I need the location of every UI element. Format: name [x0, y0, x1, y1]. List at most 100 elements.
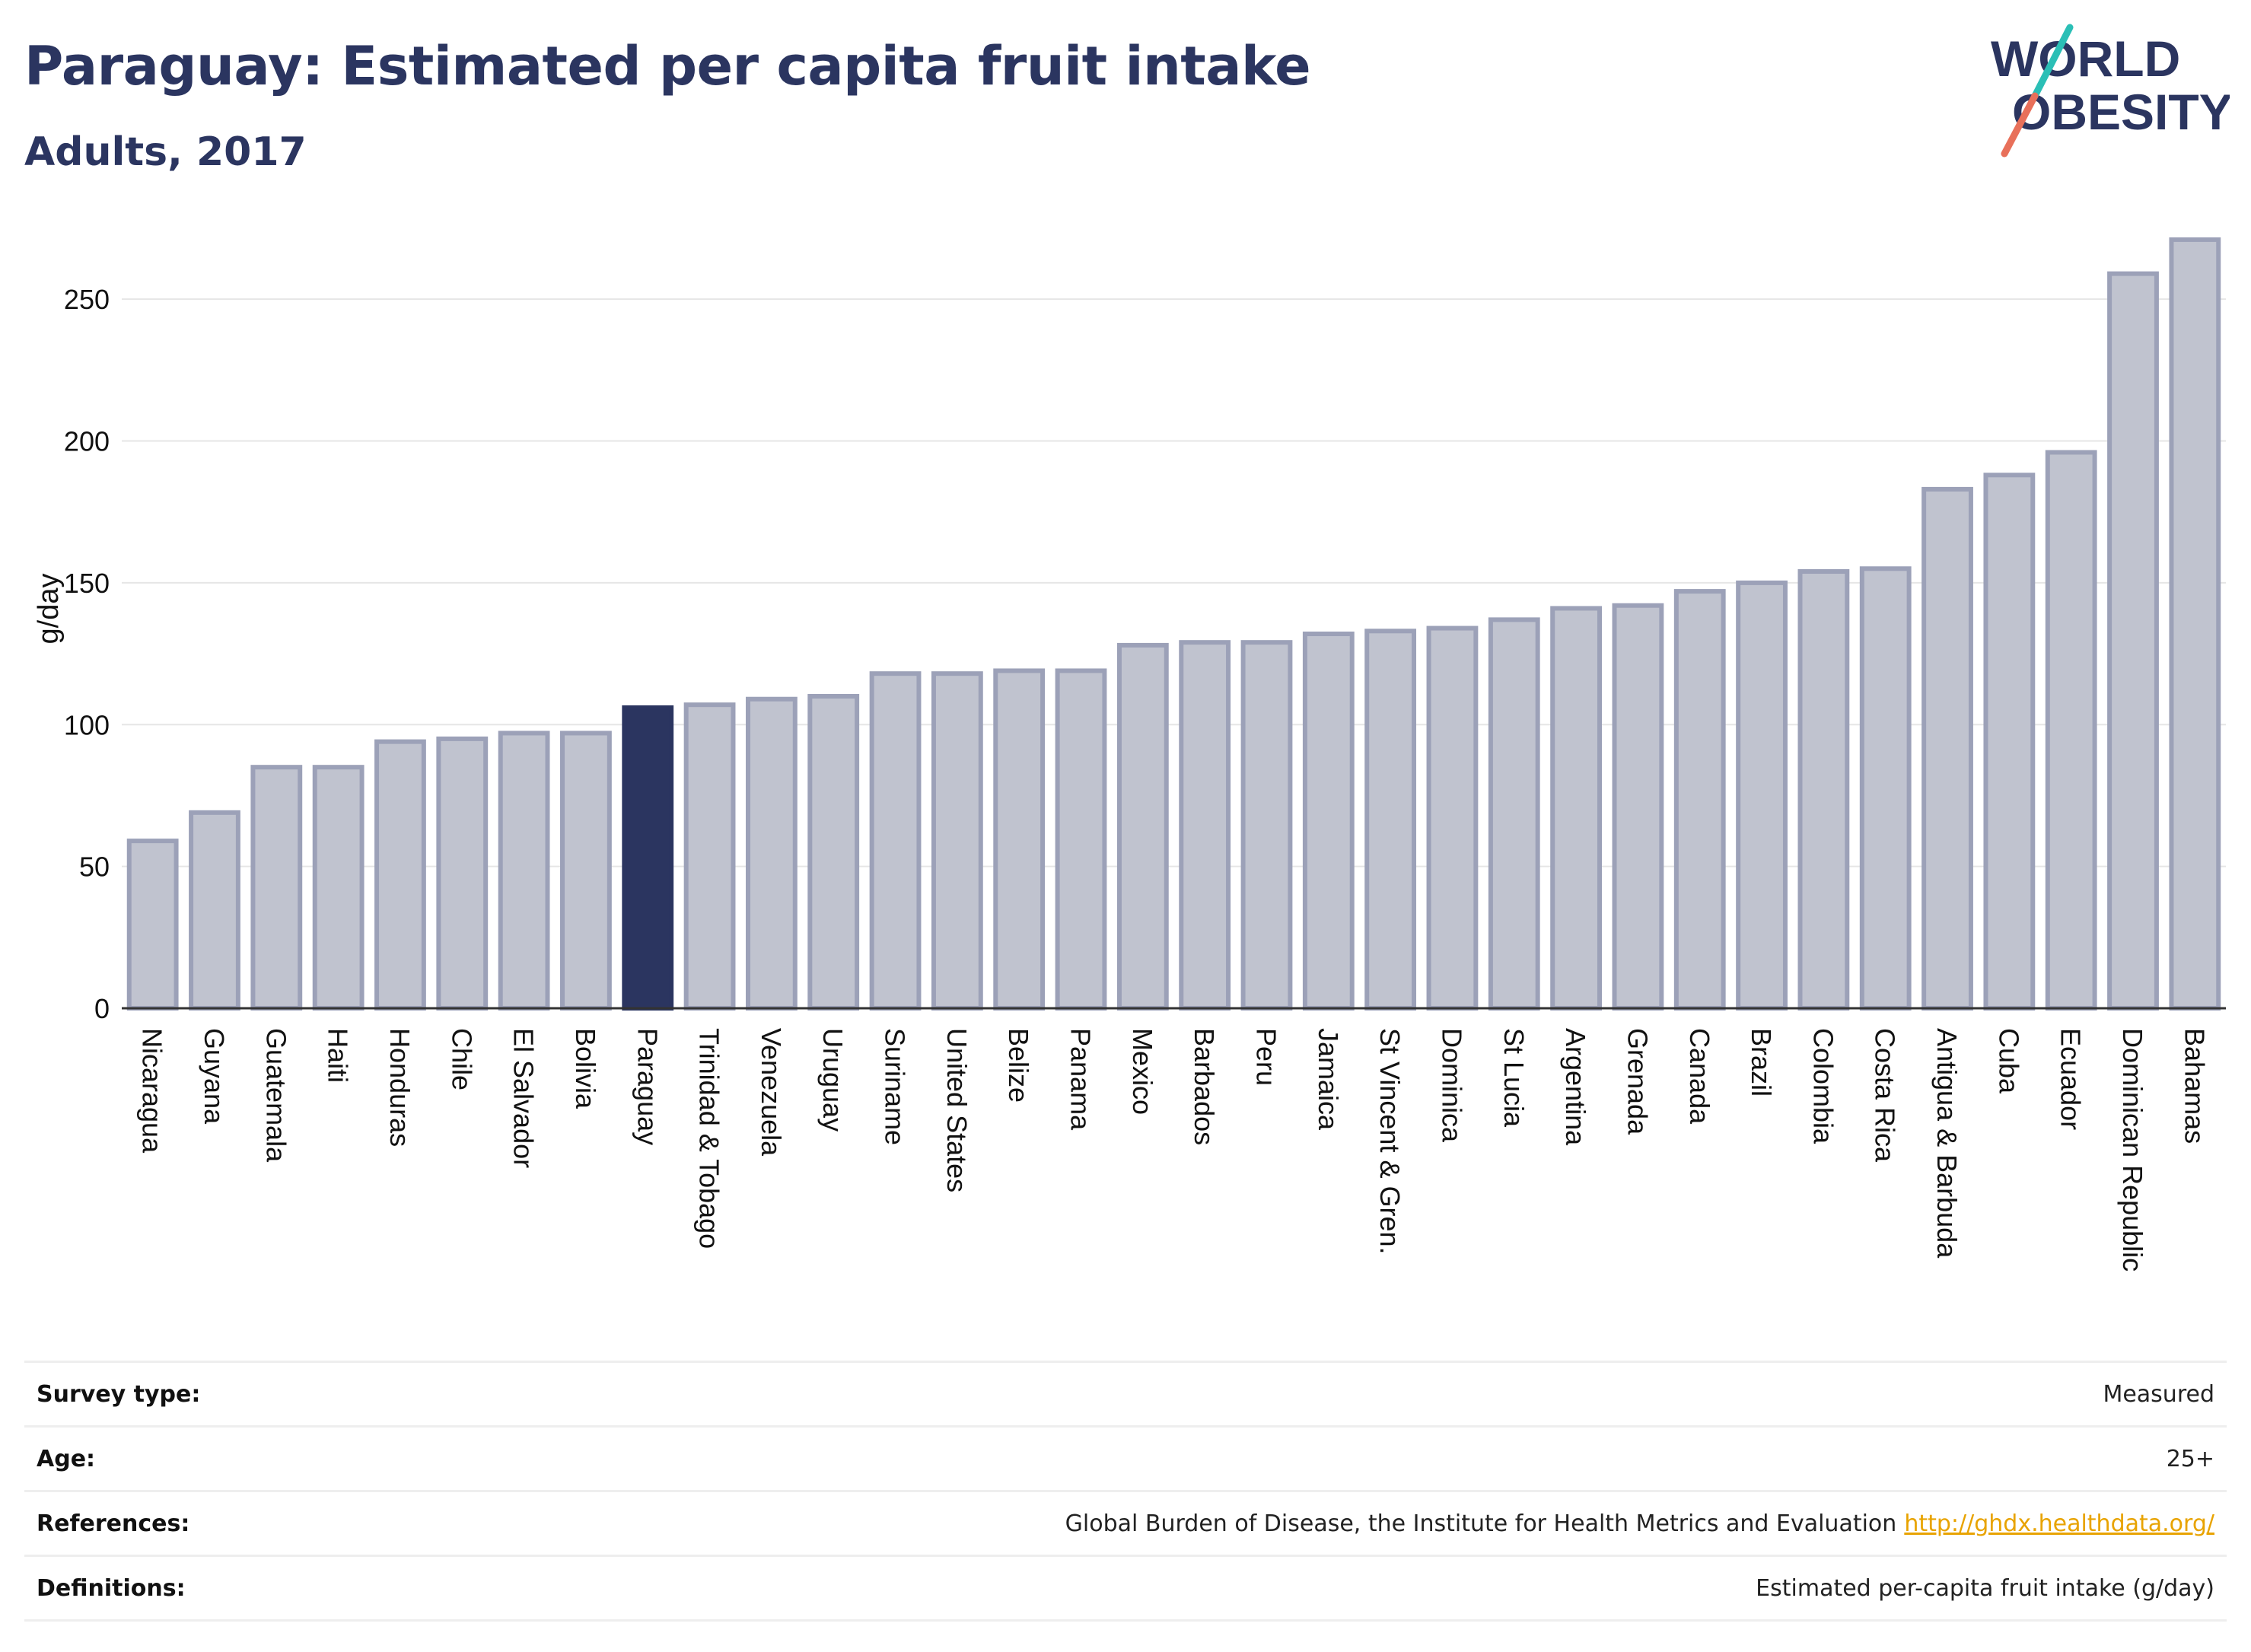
info-label: Survey type: — [37, 1381, 201, 1408]
x-tick-label: Ecuador — [2055, 1028, 2087, 1130]
info-value-text: Global Burden of Disease, the Institute … — [1065, 1510, 1897, 1537]
x-tick-label: Costa Rica — [1870, 1028, 1901, 1163]
info-value: Estimated per-capita fruit intake (g/day… — [1756, 1575, 2214, 1602]
logo-teal-stroke — [2031, 24, 2074, 100]
info-row: Age: 25+ — [24, 1425, 2227, 1490]
x-tick-label: Guatemala — [260, 1028, 291, 1163]
x-axis-labels: Nicaragua Guyana Guatemala Haiti Honduras Chi… — [137, 1028, 2211, 1272]
x-tick-label: Nicaragua — [137, 1028, 168, 1154]
bar-grenada — [1612, 603, 1664, 1011]
bar-argentina — [1550, 606, 1603, 1011]
x-tick-label: Canada — [1684, 1028, 1715, 1125]
bar-dominican-republic — [2107, 271, 2159, 1011]
bar-haiti — [312, 765, 365, 1011]
x-tick-label: Belize — [1003, 1028, 1034, 1103]
bar-barbados — [1179, 640, 1231, 1011]
bar-ecuador — [2045, 450, 2097, 1011]
y-axis-label: g/day — [33, 574, 65, 645]
x-tick-label: Honduras — [384, 1028, 415, 1147]
x-tick-label: St Lucia — [1498, 1028, 1530, 1128]
bar-bahamas — [2169, 237, 2221, 1011]
bar-chile — [436, 736, 489, 1011]
info-label: Definitions: — [37, 1575, 186, 1602]
bar-venezuela — [745, 696, 798, 1011]
bar-antigua-barbuda — [1921, 486, 1973, 1011]
x-tick-label: El Salvador — [508, 1028, 540, 1168]
x-tick-label: Guyana — [199, 1028, 230, 1125]
bar-guatemala — [250, 765, 303, 1011]
info-label: Age: — [37, 1446, 96, 1472]
bar-suriname — [869, 671, 922, 1011]
bar-brazil — [1736, 580, 1788, 1011]
bar-trinidad-tobago — [683, 702, 736, 1011]
bar-colombia — [1797, 569, 1850, 1011]
y-axis-ticks: 0 50 100 150 200 250 — [64, 284, 110, 1024]
x-tick-label: Jamaica — [1313, 1028, 1344, 1131]
bar-canada — [1673, 589, 1726, 1011]
x-tick-label: Chile — [446, 1028, 477, 1090]
bar-panama — [1055, 668, 1107, 1011]
x-tick-label: Grenada — [1622, 1028, 1653, 1135]
y-tick-label: 100 — [64, 709, 110, 740]
x-tick-label: Haiti — [323, 1028, 354, 1083]
x-tick-label: Venezuela — [756, 1028, 787, 1157]
x-tick-label: United States — [941, 1028, 973, 1192]
x-tick-label: Cuba — [1993, 1028, 2024, 1094]
bar-jamaica — [1302, 632, 1355, 1011]
x-tick-label: Bahamas — [2179, 1028, 2210, 1144]
bar-paraguay — [622, 705, 674, 1011]
bar-dominica — [1426, 625, 1479, 1011]
info-value-text: Estimated per-capita fruit intake (g/day… — [1756, 1575, 2214, 1602]
bar-st-vincent-gren- — [1364, 629, 1417, 1011]
bar-belize — [993, 668, 1046, 1011]
bar-bolivia — [560, 731, 612, 1011]
info-row: References: Global Burden of Disease, the… — [24, 1490, 2227, 1555]
bar-chart: 0 50 100 150 200 250 Nicaragua Guyana Guatemala… — [33, 237, 2226, 1272]
bars — [126, 237, 2221, 1011]
reference-link[interactable]: http://ghdx.healthdata.org/ — [1904, 1510, 2214, 1537]
bar-cuba — [1983, 473, 2036, 1011]
bar-nicaragua — [126, 839, 179, 1011]
info-label: References: — [37, 1510, 190, 1537]
bar-costa-rica — [1859, 566, 1912, 1011]
y-tick-label: 50 — [79, 851, 110, 883]
x-tick-label: St Vincent & Gren. — [1374, 1028, 1406, 1255]
bar-guyana — [189, 810, 240, 1011]
x-tick-label: Dominican Republic — [2117, 1028, 2148, 1272]
x-tick-label: Bolivia — [570, 1028, 601, 1109]
info-value: Measured — [2103, 1381, 2214, 1408]
x-tick-label: Colombia — [1807, 1028, 1839, 1144]
info-value-text: 25+ — [2166, 1446, 2214, 1472]
x-tick-label: Dominica — [1436, 1028, 1467, 1143]
x-tick-label: Uruguay — [817, 1028, 849, 1132]
y-tick-label: 150 — [64, 568, 110, 599]
bar-peru — [1240, 640, 1293, 1011]
y-tick-label: 200 — [64, 426, 110, 457]
y-tick-label: 0 — [94, 993, 110, 1024]
x-tick-label: Panama — [1065, 1028, 1097, 1131]
logo-line2: OBESITY — [2012, 84, 2230, 140]
bar-honduras — [374, 739, 426, 1011]
info-value-text: Measured — [2103, 1381, 2214, 1408]
info-row: Definitions: Estimated per-capita fruit i… — [24, 1555, 2227, 1622]
x-tick-label: Mexico — [1127, 1028, 1158, 1115]
chart-subtitle: Adults, 2017 — [24, 129, 307, 175]
bar-united-states — [931, 671, 983, 1011]
world-obesity-logo: WORLD OBESITY — [1991, 24, 2230, 158]
x-tick-label: Argentina — [1560, 1028, 1591, 1146]
x-tick-label: Peru — [1250, 1028, 1282, 1086]
info-table: Survey type: Measured Age: 25+ References: Gl… — [24, 1361, 2227, 1622]
bar-mexico — [1116, 642, 1169, 1011]
logo-line1: WORLD — [1991, 30, 2180, 87]
info-value: 25+ — [2167, 1446, 2214, 1472]
bar-el-salvador — [498, 731, 550, 1011]
y-tick-label: 250 — [64, 284, 110, 315]
chart-title: Paraguay: Estimated per capita fruit int… — [24, 35, 1311, 97]
bar-uruguay — [807, 694, 860, 1011]
x-tick-label: Antigua & Barbuda — [1931, 1028, 1963, 1259]
x-tick-label: Barbados — [1189, 1028, 1220, 1145]
x-tick-label: Trinidad & Tobago — [694, 1028, 725, 1249]
x-tick-label: Brazil — [1746, 1028, 1777, 1097]
x-tick-label: Suriname — [880, 1028, 911, 1145]
logo-coral-stroke — [2001, 92, 2039, 158]
